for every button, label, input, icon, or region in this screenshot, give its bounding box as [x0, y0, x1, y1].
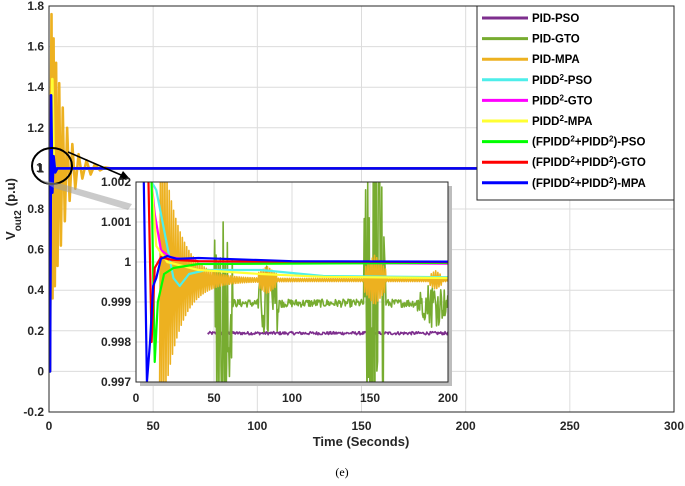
legend: PID-PSO PID-GTO PID-MPA PIDD2-PSO PIDD2-GTO P…: [476, 5, 675, 201]
x-tick-label: 50: [207, 391, 221, 405]
y-tick-label: 1: [124, 255, 131, 269]
legend-entry: PIDD2-MPA: [532, 114, 592, 129]
x-tick-label: 0: [46, 419, 53, 433]
x-tick-label: 50: [146, 419, 160, 433]
x-tick-label: 100: [282, 391, 302, 405]
legend-entry: PID-MPA: [532, 54, 580, 66]
y-tick-label: 1: [37, 161, 44, 175]
y-tick-label: 0.8: [27, 202, 44, 216]
x-tick-label: 200: [438, 391, 458, 405]
y-tick-label: -0.2: [23, 405, 44, 419]
main-series-line: [49, 12, 674, 373]
zoom-shadow: [40, 180, 132, 210]
x-tick-label: 0: [133, 391, 140, 405]
main-plot-border: [48, 5, 675, 413]
y-tick-label: 1.002: [101, 175, 131, 189]
y-axis-label-sub: out2: [13, 210, 24, 232]
legend-entry: PIDD2-GTO: [532, 93, 593, 108]
figure-caption: (e): [335, 465, 348, 479]
main-tick-labels: 0 50 100 150 200 250 300-0.200.20.40.60.811.21…: [23, 0, 684, 433]
y-tick-label: 0.997: [101, 375, 131, 389]
y-tick-label: 0: [37, 364, 44, 378]
y-tick-label: 1.6: [27, 40, 44, 54]
inset-series-line: [213, 182, 448, 382]
inset-tick-labels: 0 50 100 150 200 0.997 0.998 0.999 1 1.001 1.002: [101, 175, 458, 405]
zoom-arrowhead: [118, 171, 130, 180]
inset-series-line: [142, 182, 448, 382]
y-tick-label: 1.001: [101, 215, 131, 229]
y-tick-label: 0.998: [101, 335, 131, 349]
y-tick-label: 1.4: [27, 80, 44, 94]
y-tick-label: 0.999: [101, 295, 131, 309]
main-series-line: [49, 94, 674, 373]
y-tick-label: 0.2: [27, 324, 44, 338]
inset-plot-area: 0 50 100 150 200 0.997 0.998 0.999 1 1.001 1.002: [101, 175, 458, 405]
x-tick-label: 300: [664, 419, 684, 433]
inset-series-line: [207, 330, 448, 336]
main-series: [49, 12, 674, 373]
y-axis-label: Vout2 (p.u): [3, 178, 24, 240]
x-tick-label: 100: [247, 419, 267, 433]
y-tick-label: 0.6: [27, 243, 44, 257]
legend-entry: PID-PSO: [532, 13, 579, 25]
x-axis-label: Time (Seconds): [313, 434, 410, 449]
x-tick-label: 250: [560, 419, 580, 433]
y-axis-label-unit: (p.u): [3, 178, 18, 206]
y-tick-label: 1.8: [27, 0, 44, 13]
zoom-arrow-line: [67, 151, 129, 179]
inset-series-line: [147, 182, 448, 344]
legend-entry: (FPIDD2+PIDD2)-GTO: [532, 155, 646, 170]
legend-entry: PID-GTO: [532, 34, 580, 46]
x-tick-label: 150: [351, 419, 371, 433]
inset-series-line: [150, 182, 448, 288]
inset-plot-border: [135, 181, 449, 383]
inset-series-line: [158, 182, 448, 382]
zoom-label: 1: [36, 160, 43, 175]
legend-entry: PIDD2-PSO: [532, 72, 592, 87]
zoom-annotation: 1: [31, 147, 132, 210]
inset-series-line: [150, 182, 448, 364]
y-axis-label-main: V: [3, 231, 18, 240]
legend-entry: (FPIDD2+PIDD2)-PSO: [532, 134, 645, 149]
inset-series-line: [150, 182, 448, 280]
y-tick-label: 1.2: [27, 121, 44, 135]
inset-series: [142, 182, 448, 382]
x-tick-label: 200: [456, 419, 476, 433]
y-tick-label: 0.4: [27, 283, 44, 297]
legend-entry: (FPIDD2+PIDD2)-MPA: [532, 175, 646, 190]
x-tick-label: 150: [360, 391, 380, 405]
